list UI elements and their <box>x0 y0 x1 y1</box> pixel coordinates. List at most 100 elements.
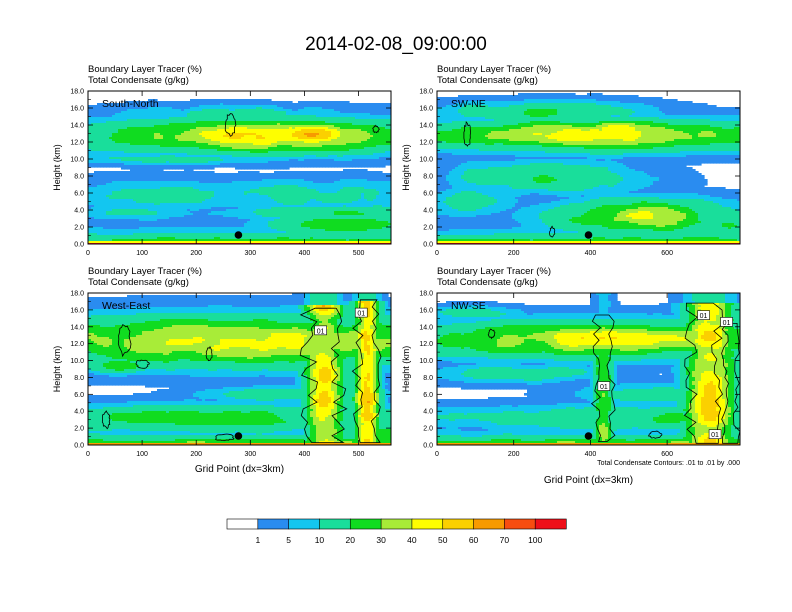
y-tick-label: 12.0 <box>70 140 84 147</box>
tracer-field <box>437 91 740 244</box>
y-tick-label: 12.0 <box>70 341 84 348</box>
condensate-contour-line <box>135 359 150 369</box>
condensate-contour-line <box>372 124 380 134</box>
y-axis-label: Height (km) <box>401 144 411 191</box>
location-marker <box>234 432 243 440</box>
condensate-contour-line <box>214 433 235 442</box>
x-tick-label: 200 <box>190 451 202 458</box>
y-tick-label: 8.0 <box>423 174 433 181</box>
y-tick-label: 10.0 <box>70 358 84 365</box>
colorbar-swatch <box>534 518 567 530</box>
tracer-field <box>88 293 391 445</box>
x-tick-label: 400 <box>299 250 311 257</box>
y-tick-label: 18.0 <box>419 291 433 298</box>
colorbar-label: 100 <box>528 535 542 545</box>
condensate-contour-line <box>721 323 740 444</box>
colorbar-label: 10 <box>315 535 325 545</box>
condensate-contour-line <box>224 113 237 137</box>
y-tick-label: 4.0 <box>423 208 433 215</box>
figure-title: 2014-02-08_09:00:00 <box>305 34 487 55</box>
panel-subtitle-condensate: Total Condensate (g/kg) <box>88 277 189 288</box>
y-tick-label: 0.0 <box>74 443 84 450</box>
condensate-contour-line <box>101 410 111 430</box>
condensate-contours <box>487 302 740 444</box>
contour-label: 01 <box>317 328 325 335</box>
y-tick-label: 6.0 <box>423 392 433 399</box>
contour-label-box <box>720 317 733 327</box>
colorbar: 1 5 10 20 30 40 50 60 70 100 <box>226 518 567 545</box>
x-tick-label: 400 <box>585 451 597 458</box>
colorbar-swatch <box>288 518 321 530</box>
y-tick-label: 12.0 <box>419 140 433 147</box>
colorbar-swatch <box>349 518 382 530</box>
panel-sw-ne: Boundary Layer Tracer (%)Total Condensat… <box>401 64 741 257</box>
x-tick-label: 200 <box>508 451 520 458</box>
x-tick-label: 0 <box>435 250 439 257</box>
y-tick-label: 14.0 <box>419 324 433 331</box>
contour-label-box <box>708 429 722 440</box>
y-tick-label: 14.0 <box>419 123 433 130</box>
y-tick-label: 10.0 <box>419 157 433 164</box>
y-tick-label: 16.0 <box>419 106 433 113</box>
location-marker <box>584 432 593 440</box>
condensate-contour-line <box>647 430 663 439</box>
panel-label: South-North <box>102 98 159 110</box>
colorbar-label: 70 <box>500 535 510 545</box>
panel-nw-se: Boundary Layer Tracer (%) Total Condensat… <box>401 266 741 486</box>
x-tick-label: 200 <box>190 250 202 257</box>
x-tick-label: 0 <box>86 451 90 458</box>
y-tick-label: 0.0 <box>423 443 433 450</box>
y-tick-label: 18.0 <box>70 89 84 96</box>
contour-label-box <box>314 325 327 336</box>
colorbar-label: 50 <box>438 535 448 545</box>
contour-label-box <box>354 307 368 318</box>
contour-label: 01 <box>711 432 719 439</box>
y-tick-label: 4.0 <box>74 208 84 215</box>
y-tick-label: 6.0 <box>74 191 84 198</box>
x-tick-label: 200 <box>508 250 520 257</box>
x-tick-label: 100 <box>136 451 148 458</box>
tracer-field <box>88 91 391 244</box>
panel-subtitle-condensate: Total Condensate (g/kg) <box>437 75 538 86</box>
colorbar-swatch <box>226 518 259 530</box>
colorbar-swatch <box>380 518 413 530</box>
condensate-contour-line <box>590 314 616 442</box>
condensate-contour-line <box>463 121 472 147</box>
y-tick-label: 14.0 <box>70 123 84 130</box>
condensate-contours <box>224 113 380 137</box>
y-tick-label: 6.0 <box>74 392 84 399</box>
contour-label: 01 <box>600 384 608 391</box>
panel-subtitle-condensate: Total Condensate (g/kg) <box>88 75 189 86</box>
y-tick-label: 4.0 <box>74 409 84 416</box>
colorbar-swatch <box>257 518 290 530</box>
colorbar-label: 5 <box>286 535 291 545</box>
colorbar-swatch <box>473 518 505 530</box>
y-tick-label: 18.0 <box>70 291 84 298</box>
x-tick-label: 0 <box>86 250 90 257</box>
x-tick-label: 400 <box>299 451 311 458</box>
panel-west-east: Boundary Layer Tracer (%)Total Condensat… <box>52 266 392 475</box>
x-tick-label: 0 <box>435 451 439 458</box>
panel-south-north: Boundary Layer Tracer (%)Total Condensat… <box>52 64 392 257</box>
contour-label-box <box>697 310 710 320</box>
y-tick-label: 2.0 <box>74 426 84 433</box>
condensate-contours <box>463 121 556 238</box>
condensate-contour-line <box>487 328 496 340</box>
y-tick-label: 0.0 <box>74 242 84 249</box>
panel-subtitle-tracer: Boundary Layer Tracer (%) <box>88 64 202 75</box>
colorbar-label: 20 <box>346 535 356 545</box>
y-tick-label: 6.0 <box>423 191 433 198</box>
panels: Boundary Layer Tracer (%)Total Condensat… <box>52 64 741 486</box>
contour-footnote: Total Condensate Contours: .01 to .01 by… <box>597 460 740 467</box>
panel-subtitle-tracer: Boundary Layer Tracer (%) <box>437 266 551 277</box>
condensate-contour-line <box>683 302 724 444</box>
x-tick-label: 300 <box>244 250 256 257</box>
contour-label: 01 <box>357 311 365 318</box>
x-axis-label: Grid Point (dx=3km) <box>195 464 284 475</box>
colorbar-label: 40 <box>407 535 417 545</box>
y-tick-label: 16.0 <box>70 307 84 314</box>
panel-subtitle-tracer: Boundary Layer Tracer (%) <box>88 266 202 277</box>
x-tick-label: 600 <box>661 250 673 257</box>
y-tick-label: 2.0 <box>74 225 84 232</box>
y-tick-label: 10.0 <box>70 157 84 164</box>
